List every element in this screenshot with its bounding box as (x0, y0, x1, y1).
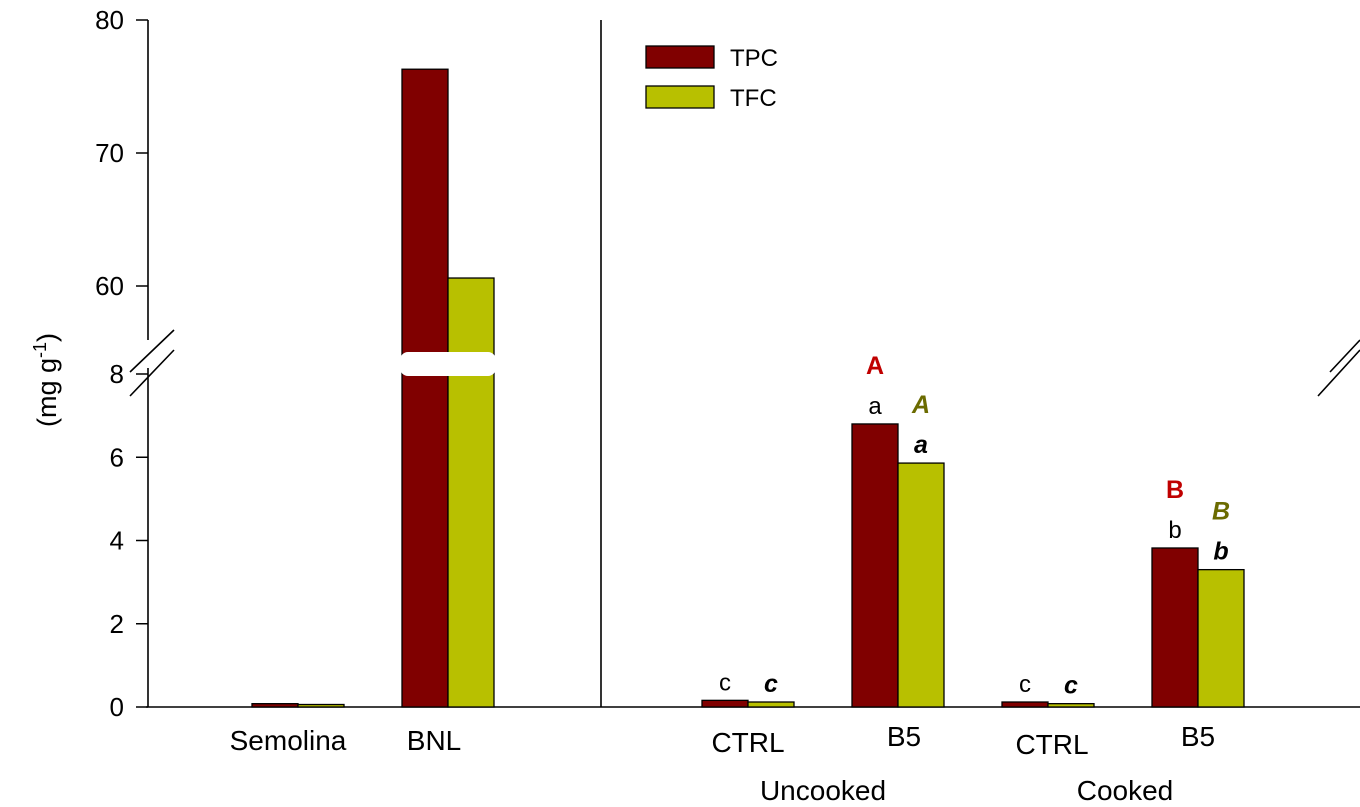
bar-tpc (1001, 701, 1049, 708)
x-category-label: CTRL (711, 727, 784, 758)
significance-letter: b (1213, 538, 1228, 566)
bar-tpc (251, 703, 299, 708)
significance-letter: c (719, 669, 731, 696)
axis-break-mark (129, 329, 175, 373)
significance-letter-upper: B (1166, 476, 1184, 504)
axis-break-mark (1317, 349, 1360, 397)
y-axis-label-suffix: ) (32, 333, 62, 342)
group-label: Uncooked (760, 775, 886, 806)
significance-letter: a (868, 393, 882, 420)
legend-swatch-tfc (645, 85, 715, 109)
axis-break-mark (1329, 339, 1360, 373)
x-category-label: B5 (1181, 721, 1215, 752)
bar-tpc (401, 68, 449, 708)
y-tick-label: 2 (110, 609, 124, 639)
bar-break-gap (400, 352, 496, 376)
y-axis-label: (mg g-1) (30, 333, 62, 427)
bar-tfc (447, 277, 495, 708)
bar-tfc (1047, 703, 1095, 708)
significance-letter: a (914, 431, 928, 459)
significance-letter: c (764, 670, 778, 698)
bar-tpc (701, 699, 749, 708)
legend-swatch-tpc (645, 45, 715, 69)
bar-tfc (297, 703, 345, 708)
y-axis-label-text: (mg g (32, 358, 62, 427)
x-category-label: BNL (407, 725, 461, 756)
legend-label-tfc: TFC (730, 85, 777, 112)
bar-tfc (747, 701, 795, 708)
significance-letter: c (1019, 671, 1031, 698)
x-category-label: CTRL (1015, 729, 1088, 760)
bar-tpc (851, 423, 899, 708)
significance-letter-upper: A (911, 391, 930, 419)
significance-letter-upper: A (866, 352, 884, 380)
y-axis-label-superscript: -1 (30, 342, 50, 358)
legend: TPC TFC (645, 45, 778, 112)
significance-letter: b (1168, 517, 1181, 544)
bar-tfc (1197, 568, 1245, 708)
axis-break-mark (129, 349, 175, 397)
bar-tfc (897, 462, 945, 708)
y-ticks: 0 2 4 6 8 60 70 80 (95, 5, 148, 722)
y-tick-label: 70 (95, 138, 124, 168)
y-tick-label: 6 (110, 442, 124, 472)
group-label: Cooked (1077, 775, 1174, 806)
y-tick-label: 4 (110, 526, 124, 556)
y-tick-label: 0 (110, 692, 124, 722)
significance-letter: c (1064, 672, 1078, 700)
bars (251, 68, 1245, 708)
legend-label-tpc: TPC (730, 45, 778, 72)
x-category-label: B5 (887, 721, 921, 752)
y-tick-label: 8 (110, 359, 124, 389)
y-tick-label: 60 (95, 271, 124, 301)
x-category-label: Semolina (230, 725, 347, 756)
significance-letter-upper: B (1212, 498, 1230, 526)
bar-tpc (1151, 547, 1199, 708)
y-tick-label: 80 (95, 5, 124, 35)
